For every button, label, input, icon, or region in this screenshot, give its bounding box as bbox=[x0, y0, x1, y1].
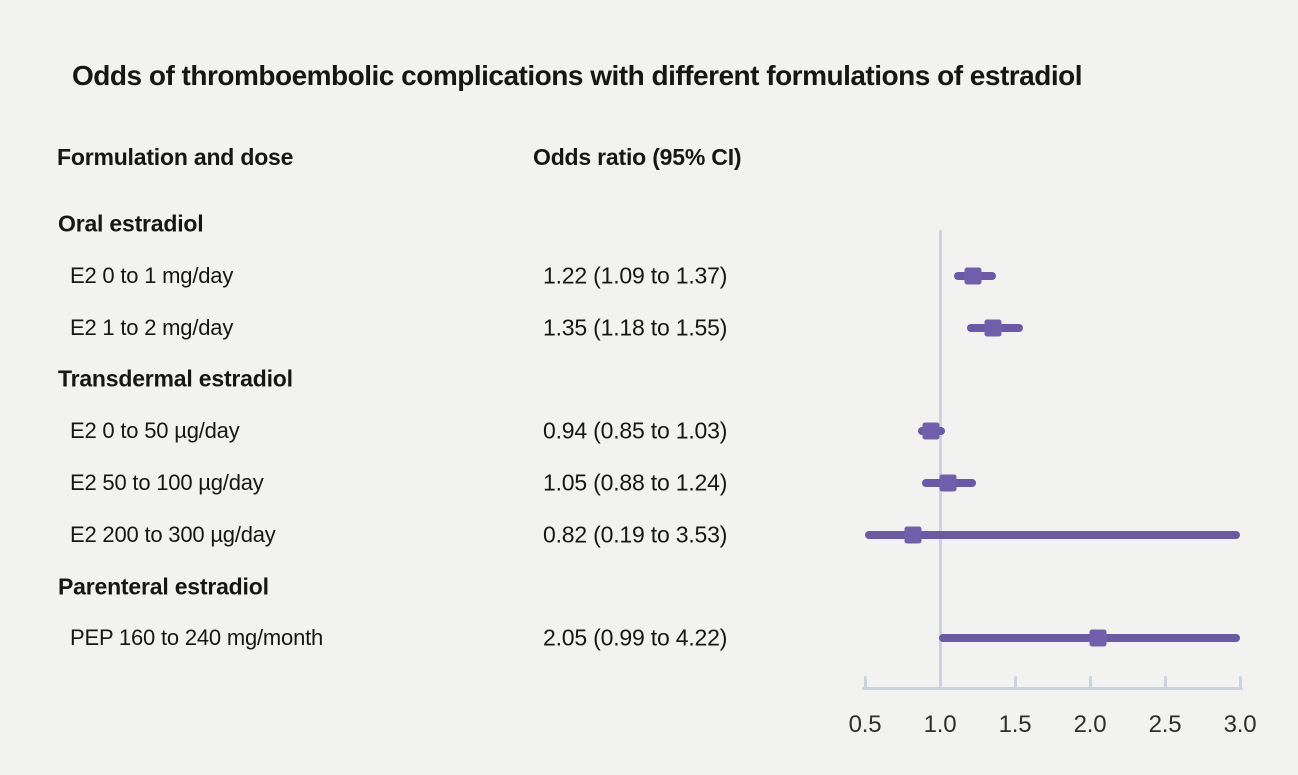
row-label: PEP 160 to 240 mg/month bbox=[70, 625, 324, 651]
x-axis-tick-label: 1.5 bbox=[998, 711, 1032, 738]
x-axis-tick bbox=[1238, 676, 1242, 688]
x-axis-tick bbox=[1088, 676, 1092, 688]
x-axis-tick-label: 2.0 bbox=[1073, 711, 1107, 738]
reference-line bbox=[938, 230, 942, 690]
x-axis-tick-label: 1.0 bbox=[923, 711, 957, 738]
row-odds-ratio-value: 1.22 (1.09 to 1.37) bbox=[543, 262, 728, 289]
odds-ratio-marker bbox=[984, 319, 1001, 337]
x-axis-tick-label: 2.5 bbox=[1148, 711, 1182, 738]
x-axis-line bbox=[862, 687, 1243, 690]
row-odds-ratio-value: 2.05 (0.99 to 4.22) bbox=[543, 624, 728, 651]
x-axis-tick-label: 3.0 bbox=[1223, 711, 1257, 738]
odds-ratio-marker bbox=[904, 526, 922, 544]
odds-ratio-marker bbox=[964, 267, 982, 285]
section-header-label: Oral estradiol bbox=[58, 210, 204, 237]
odds-ratio-marker bbox=[939, 474, 956, 492]
odds-ratio-marker bbox=[922, 422, 940, 440]
row-odds-ratio-value: 0.82 (0.19 to 3.53) bbox=[543, 521, 728, 548]
odds-ratio-marker bbox=[1089, 629, 1106, 647]
row-label: E2 0 to 50 µg/day bbox=[70, 418, 240, 444]
x-axis-tick-label: 0.5 bbox=[848, 711, 882, 738]
section-header-label: Parenteral estradiol bbox=[58, 573, 269, 600]
column-header-odds-ratio: Odds ratio (95% CI) bbox=[533, 144, 742, 170]
x-axis-tick bbox=[863, 676, 867, 688]
x-axis-tick bbox=[1013, 676, 1017, 688]
figure-title: Odds of thromboembolic complications wit… bbox=[72, 60, 1083, 91]
row-odds-ratio-value: 0.94 (0.85 to 1.03) bbox=[543, 417, 728, 444]
row-label: E2 1 to 2 mg/day bbox=[70, 314, 234, 340]
row-label: E2 50 to 100 µg/day bbox=[70, 470, 264, 495]
section-header-label: Transdermal estradiol bbox=[58, 365, 293, 392]
confidence-interval-line bbox=[865, 530, 1240, 539]
x-axis-tick bbox=[1163, 676, 1167, 688]
row-odds-ratio-value: 1.35 (1.18 to 1.55) bbox=[543, 314, 728, 341]
row-odds-ratio-value: 1.05 (0.88 to 1.24) bbox=[543, 469, 728, 496]
row-label: E2 200 to 300 µg/day bbox=[70, 521, 276, 547]
column-header-formulation-and-dose: Formulation and dose bbox=[57, 144, 294, 170]
row-label: E2 0 to 1 mg/day bbox=[70, 262, 234, 288]
